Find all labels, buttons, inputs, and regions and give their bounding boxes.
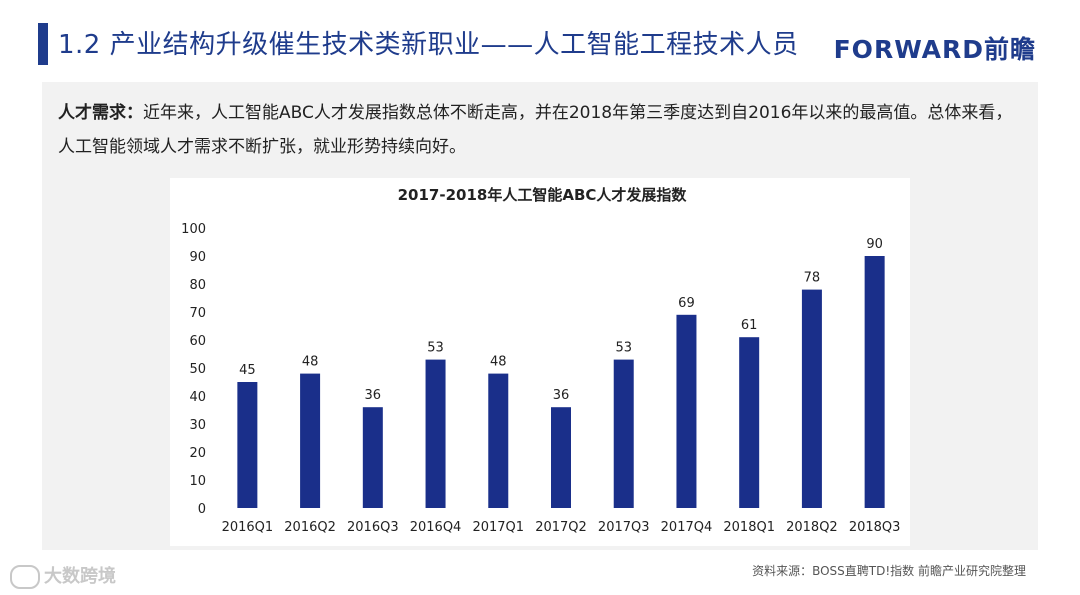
- x-tick-label: 2017Q4: [661, 520, 713, 535]
- x-tick-label: 2016Q3: [347, 520, 399, 535]
- data-label: 48: [490, 355, 507, 370]
- x-tick-label: 2016Q2: [284, 520, 336, 535]
- y-tick-label: 100: [181, 222, 206, 237]
- bar: [676, 314, 697, 508]
- y-tick-label: 70: [189, 306, 206, 321]
- data-label: 53: [427, 341, 444, 356]
- x-tick-label: 2017Q2: [535, 520, 587, 535]
- bar: [613, 359, 634, 508]
- x-tick-label: 2018Q1: [723, 520, 775, 535]
- bar: [551, 407, 571, 508]
- y-tick-label: 50: [189, 362, 206, 377]
- data-label: 61: [741, 318, 758, 333]
- description: 人才需求：近年来，人工智能ABC人才发展指数总体不断走高，并在2018年第三季度…: [58, 96, 1028, 164]
- data-label: 90: [866, 237, 883, 252]
- watermark-text: 大数跨境: [44, 566, 116, 587]
- y-tick-label: 30: [189, 418, 206, 433]
- description-text: 近年来，人工智能ABC人才发展指数总体不断走高，并在2018年第三季度达到自20…: [58, 103, 1013, 157]
- data-label: 78: [804, 271, 821, 286]
- brand-logo: FORWARD前瞻: [833, 35, 1036, 64]
- bar: [362, 407, 383, 508]
- y-tick-label: 10: [189, 474, 206, 489]
- bar: [488, 373, 509, 508]
- description-label: 人才需求：: [58, 103, 143, 123]
- y-tick-label: 20: [189, 446, 206, 461]
- bar-chart: 2017-2018年人工智能ABC人才发展指数 0 10 20 30 40 50 60 70 80…: [181, 186, 901, 535]
- data-label: 36: [553, 388, 570, 403]
- title-accent-bar: [38, 23, 48, 65]
- chart-title: 2017-2018年人工智能ABC人才发展指数: [398, 186, 688, 204]
- chart-container: 2017-2018年人工智能ABC人才发展指数 0 10 20 30 40 50 60 70 80…: [170, 178, 910, 546]
- x-tick-label: 2016Q1: [222, 520, 274, 535]
- source-note: 资料来源：BOSS直聘TD!指数 前瞻产业研究院整理: [752, 564, 1026, 578]
- bar: [801, 289, 822, 508]
- x-tick-label: 2017Q1: [472, 520, 524, 535]
- data-label: 53: [615, 341, 632, 356]
- bar: [237, 382, 258, 508]
- bar: [300, 373, 321, 508]
- watermark: 大数跨境: [10, 562, 116, 589]
- y-tick-label: 0: [198, 502, 206, 517]
- page-title: 1.2 产业结构升级催生技术类新职业——人工智能工程技术人员: [58, 30, 799, 60]
- x-tick-label: 2016Q4: [410, 520, 462, 535]
- x-tick-label: 2018Q2: [786, 520, 838, 535]
- bar: [425, 359, 446, 508]
- y-tick-label: 60: [189, 334, 206, 349]
- data-label: 69: [678, 296, 695, 311]
- watermark-icon: [10, 565, 40, 589]
- data-label: 45: [239, 363, 256, 378]
- data-label: 36: [365, 388, 382, 403]
- x-tick-label: 2017Q3: [598, 520, 650, 535]
- y-tick-label: 40: [189, 390, 206, 405]
- data-label: 48: [302, 355, 319, 370]
- x-tick-label: 2018Q3: [849, 520, 901, 535]
- bar: [739, 337, 760, 508]
- y-tick-label: 90: [189, 250, 206, 265]
- y-tick-label: 80: [189, 278, 206, 293]
- bar: [864, 256, 885, 508]
